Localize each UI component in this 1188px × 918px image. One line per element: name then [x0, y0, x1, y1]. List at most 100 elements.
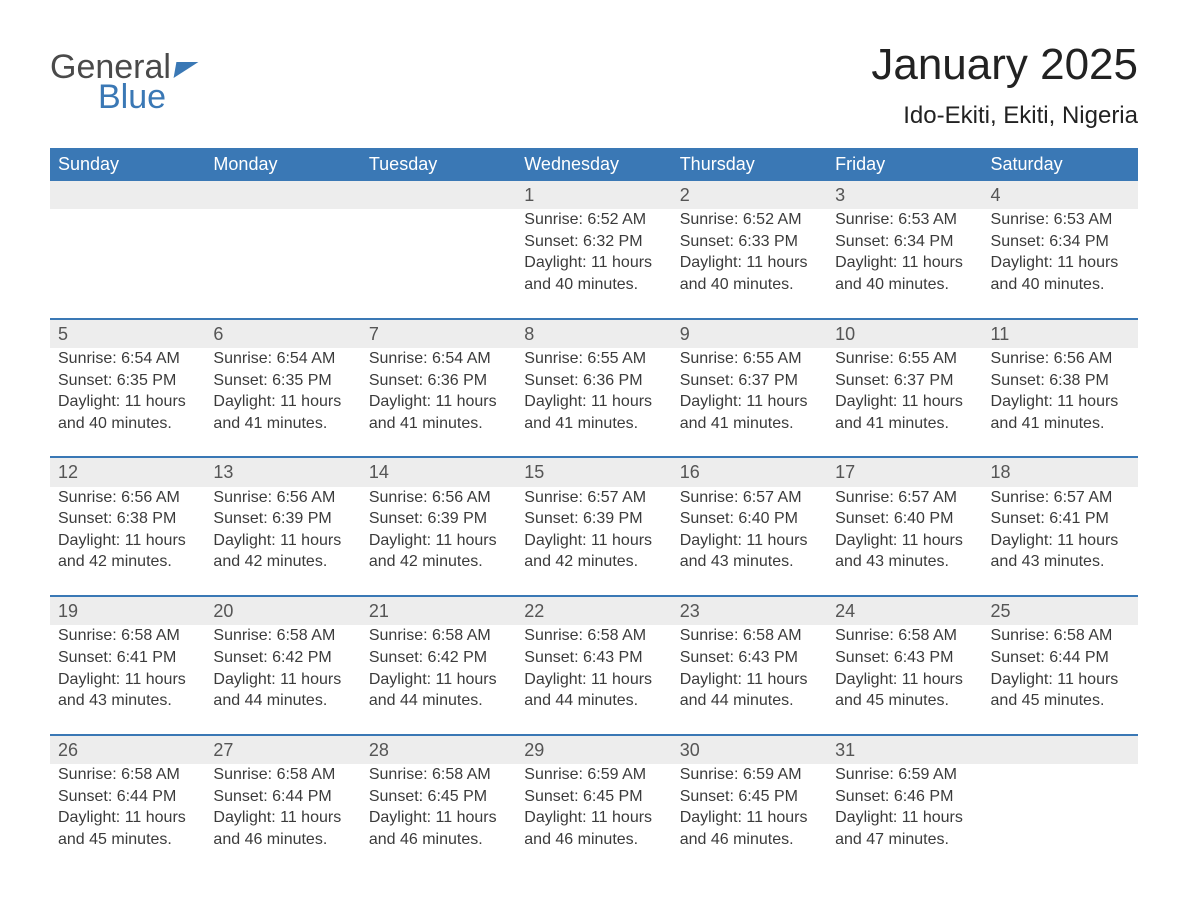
daylight-line: Daylight: 11 hours and 43 minutes. [835, 530, 974, 573]
day-number-cell: 29 [516, 736, 671, 764]
weekday-header: Saturday [983, 148, 1138, 181]
day-cell [50, 209, 205, 318]
day-cell: Sunrise: 6:54 AMSunset: 6:35 PMDaylight:… [50, 348, 205, 457]
sunrise-line: Sunrise: 6:57 AM [835, 487, 974, 509]
day-number-cell: 16 [672, 458, 827, 486]
day-cell: Sunrise: 6:57 AMSunset: 6:40 PMDaylight:… [672, 487, 827, 596]
sunset-line: Sunset: 6:36 PM [369, 370, 508, 392]
day-cell: Sunrise: 6:54 AMSunset: 6:35 PMDaylight:… [205, 348, 360, 457]
sunset-line: Sunset: 6:43 PM [835, 647, 974, 669]
calendar-table: SundayMondayTuesdayWednesdayThursdayFrid… [50, 148, 1138, 872]
day-number-cell: 7 [361, 320, 516, 348]
day-number-cell: 8 [516, 320, 671, 348]
day-number-cell: 30 [672, 736, 827, 764]
sunset-line: Sunset: 6:40 PM [680, 508, 819, 530]
day-number-cell: 2 [672, 181, 827, 209]
sunrise-line: Sunrise: 6:56 AM [213, 487, 352, 509]
daylight-line: Daylight: 11 hours and 44 minutes. [524, 669, 663, 712]
day-content-row: Sunrise: 6:58 AMSunset: 6:41 PMDaylight:… [50, 625, 1138, 734]
day-number-cell: 6 [205, 320, 360, 348]
day-cell: Sunrise: 6:53 AMSunset: 6:34 PMDaylight:… [827, 209, 982, 318]
sunrise-line: Sunrise: 6:55 AM [835, 348, 974, 370]
daylight-line: Daylight: 11 hours and 40 minutes. [58, 391, 197, 434]
day-cell: Sunrise: 6:52 AMSunset: 6:32 PMDaylight:… [516, 209, 671, 318]
day-content-row: Sunrise: 6:58 AMSunset: 6:44 PMDaylight:… [50, 764, 1138, 872]
day-number-cell [983, 736, 1138, 764]
daylight-line: Daylight: 11 hours and 43 minutes. [58, 669, 197, 712]
sunset-line: Sunset: 6:44 PM [991, 647, 1130, 669]
daylight-line: Daylight: 11 hours and 45 minutes. [835, 669, 974, 712]
sunset-line: Sunset: 6:34 PM [835, 231, 974, 253]
day-number-cell: 18 [983, 458, 1138, 486]
daylight-line: Daylight: 11 hours and 46 minutes. [213, 807, 352, 850]
sunrise-line: Sunrise: 6:53 AM [835, 209, 974, 231]
day-cell: Sunrise: 6:58 AMSunset: 6:41 PMDaylight:… [50, 625, 205, 734]
sunrise-line: Sunrise: 6:54 AM [58, 348, 197, 370]
day-number-cell: 13 [205, 458, 360, 486]
sunset-line: Sunset: 6:39 PM [524, 508, 663, 530]
weekday-header: Friday [827, 148, 982, 181]
sunset-line: Sunset: 6:44 PM [213, 786, 352, 808]
day-number-cell: 14 [361, 458, 516, 486]
day-cell: Sunrise: 6:57 AMSunset: 6:39 PMDaylight:… [516, 487, 671, 596]
daylight-line: Daylight: 11 hours and 42 minutes. [524, 530, 663, 573]
sunrise-line: Sunrise: 6:59 AM [680, 764, 819, 786]
sunset-line: Sunset: 6:37 PM [835, 370, 974, 392]
daylight-line: Daylight: 11 hours and 41 minutes. [524, 391, 663, 434]
daylight-line: Daylight: 11 hours and 46 minutes. [524, 807, 663, 850]
sunrise-line: Sunrise: 6:58 AM [680, 625, 819, 647]
sunset-line: Sunset: 6:40 PM [835, 508, 974, 530]
sunrise-line: Sunrise: 6:58 AM [58, 625, 197, 647]
day-number-cell: 11 [983, 320, 1138, 348]
day-number-cell: 28 [361, 736, 516, 764]
day-cell: Sunrise: 6:56 AMSunset: 6:39 PMDaylight:… [361, 487, 516, 596]
day-number-cell: 4 [983, 181, 1138, 209]
day-number-cell: 23 [672, 597, 827, 625]
day-cell: Sunrise: 6:57 AMSunset: 6:41 PMDaylight:… [983, 487, 1138, 596]
weekday-header-row: SundayMondayTuesdayWednesdayThursdayFrid… [50, 148, 1138, 181]
daylight-line: Daylight: 11 hours and 41 minutes. [835, 391, 974, 434]
sunset-line: Sunset: 6:44 PM [58, 786, 197, 808]
sunrise-line: Sunrise: 6:53 AM [991, 209, 1130, 231]
sunset-line: Sunset: 6:36 PM [524, 370, 663, 392]
day-cell: Sunrise: 6:58 AMSunset: 6:44 PMDaylight:… [205, 764, 360, 872]
sunset-line: Sunset: 6:32 PM [524, 231, 663, 253]
day-number-cell: 26 [50, 736, 205, 764]
day-cell: Sunrise: 6:58 AMSunset: 6:43 PMDaylight:… [827, 625, 982, 734]
title-block: January 2025 Ido-Ekiti, Ekiti, Nigeria [871, 40, 1138, 130]
weekday-header: Monday [205, 148, 360, 181]
day-number-cell: 21 [361, 597, 516, 625]
day-cell: Sunrise: 6:59 AMSunset: 6:45 PMDaylight:… [516, 764, 671, 872]
sunrise-line: Sunrise: 6:56 AM [991, 348, 1130, 370]
day-number-cell: 22 [516, 597, 671, 625]
weekday-header: Sunday [50, 148, 205, 181]
sunrise-line: Sunrise: 6:54 AM [369, 348, 508, 370]
day-cell: Sunrise: 6:52 AMSunset: 6:33 PMDaylight:… [672, 209, 827, 318]
day-number-cell: 3 [827, 181, 982, 209]
day-cell: Sunrise: 6:56 AMSunset: 6:39 PMDaylight:… [205, 487, 360, 596]
sunrise-line: Sunrise: 6:58 AM [991, 625, 1130, 647]
day-number-cell: 10 [827, 320, 982, 348]
logo-flag-icon [174, 62, 199, 78]
day-cell: Sunrise: 6:53 AMSunset: 6:34 PMDaylight:… [983, 209, 1138, 318]
daylight-line: Daylight: 11 hours and 40 minutes. [991, 252, 1130, 295]
day-number-cell [361, 181, 516, 209]
sunrise-line: Sunrise: 6:58 AM [369, 625, 508, 647]
day-number-cell: 19 [50, 597, 205, 625]
day-cell: Sunrise: 6:59 AMSunset: 6:46 PMDaylight:… [827, 764, 982, 872]
sunrise-line: Sunrise: 6:52 AM [524, 209, 663, 231]
sunrise-line: Sunrise: 6:52 AM [680, 209, 819, 231]
sunset-line: Sunset: 6:37 PM [680, 370, 819, 392]
sunset-line: Sunset: 6:39 PM [369, 508, 508, 530]
sunset-line: Sunset: 6:42 PM [369, 647, 508, 669]
sunset-line: Sunset: 6:42 PM [213, 647, 352, 669]
day-number-cell: 9 [672, 320, 827, 348]
daylight-line: Daylight: 11 hours and 40 minutes. [835, 252, 974, 295]
daylight-line: Daylight: 11 hours and 42 minutes. [58, 530, 197, 573]
daylight-line: Daylight: 11 hours and 47 minutes. [835, 807, 974, 850]
day-number-cell: 27 [205, 736, 360, 764]
day-number-cell: 1 [516, 181, 671, 209]
sunset-line: Sunset: 6:35 PM [58, 370, 197, 392]
sunrise-line: Sunrise: 6:57 AM [680, 487, 819, 509]
day-cell: Sunrise: 6:57 AMSunset: 6:40 PMDaylight:… [827, 487, 982, 596]
